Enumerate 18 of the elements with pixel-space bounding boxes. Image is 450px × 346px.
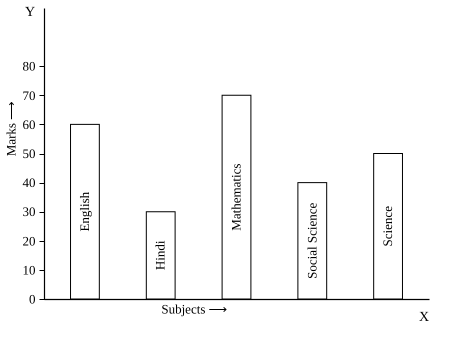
x-tick-label: Mathematics [228,164,244,231]
text: X [418,310,430,325]
x-tick-label: Science [380,206,396,246]
x-tick-label: English [76,191,92,232]
y-tick-label: 30 [22,204,36,220]
x-axis-title: Subjects ⟶ [161,302,228,316]
y-tick-label: 40 [22,175,36,190]
y-tick-label: 0 [29,292,36,306]
x-tick-label: Social Science [304,202,320,279]
y-tick-label: 10 [22,262,36,278]
x-tick-label: Hindi [152,240,168,270]
y-tick-label: 20 [22,233,36,248]
y-tick-label: 50 [22,146,36,161]
y-tick-label: 80 [22,58,36,74]
y-axis-title: Marks ⟶ [4,100,18,156]
y-tick-label: 60 [22,116,36,132]
y-tick-label: 70 [22,88,36,103]
text: Y [24,5,36,20]
